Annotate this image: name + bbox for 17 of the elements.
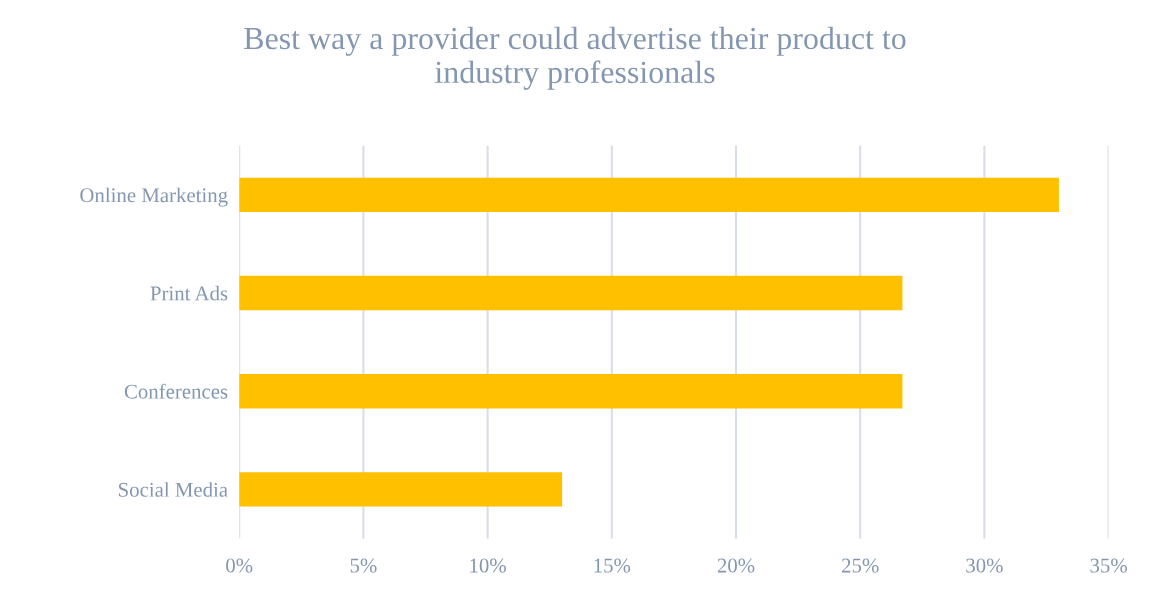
bar: [239, 177, 1059, 213]
y-tick-label: Social Media: [118, 482, 228, 497]
y-tick-label: Conferences: [124, 383, 228, 399]
x-tick-label: 20%: [717, 558, 755, 573]
chart-title: Best way a provider could advertise their product to industry professionals: [244, 26, 906, 90]
bar: [239, 275, 903, 311]
x-tick-label: 35%: [1090, 558, 1127, 573]
x-tick-label: 30%: [966, 558, 1003, 573]
bar: [239, 374, 903, 409]
x-tick-label: 0%: [226, 558, 253, 573]
x-tick-label: 5%: [350, 558, 377, 573]
bar: [239, 472, 563, 507]
y-tick-label: Online Marketing: [80, 187, 228, 207]
y-tick-label: Print Ads: [150, 285, 228, 301]
x-tick-label: 15%: [594, 558, 631, 573]
x-tick-label: 10%: [470, 558, 506, 573]
x-tick-label: 25%: [842, 558, 879, 573]
